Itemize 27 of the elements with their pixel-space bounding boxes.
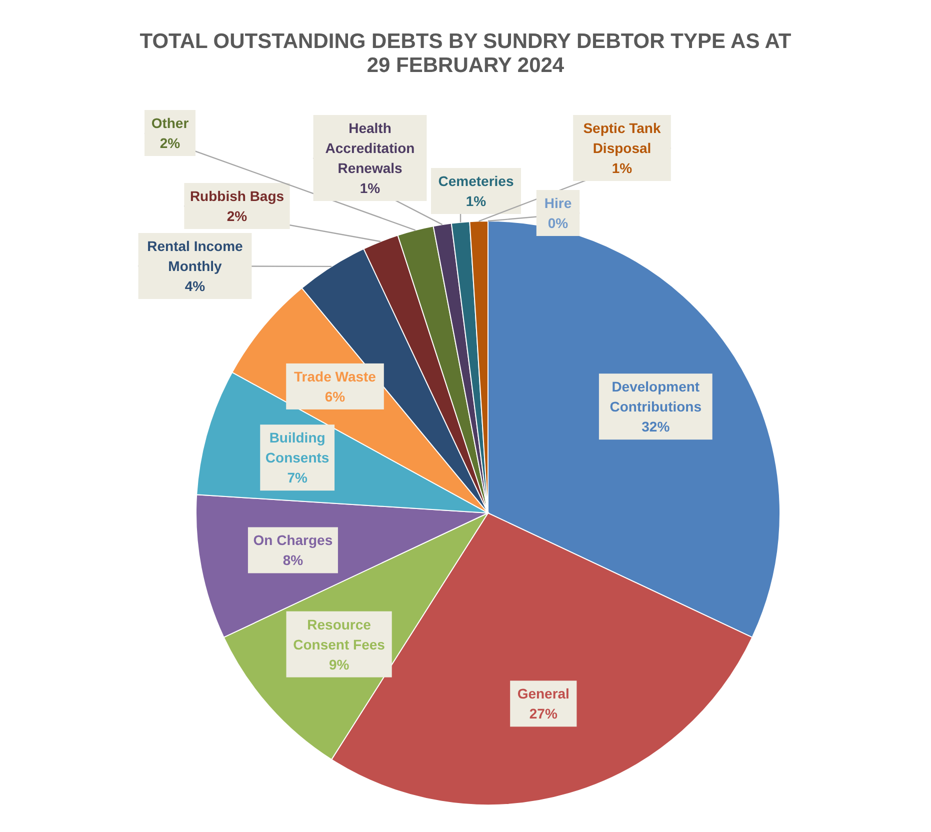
data-label: 7%	[287, 470, 308, 486]
data-label: 6%	[324, 388, 346, 404]
chart-title: TOTAL OUTSTANDING DEBTS BY SUNDRY DEBTOR TYPE AS AT 29 FEBRUARY 2024	[138, 29, 792, 79]
data-label: 8%	[282, 552, 304, 568]
slice-label: Resource Consent Fees	[293, 616, 386, 652]
data-label: 2%	[226, 208, 248, 224]
slice-label: Rental Income Monthly	[147, 238, 244, 274]
slice-label: Other	[151, 115, 190, 131]
slice-label: Rubbish Bags	[190, 188, 284, 204]
slice-label: Health Accreditation Renewals	[325, 120, 415, 176]
data-label: 2%	[160, 135, 181, 151]
data-label: 4%	[184, 278, 206, 294]
slice-label: Building Consents	[265, 430, 330, 466]
slice-label: Trade Waste	[294, 368, 376, 384]
data-label: 1%	[360, 180, 381, 196]
text: 0%	[548, 215, 568, 231]
data-label: 27%	[529, 706, 558, 722]
slice-label: On Charges	[253, 532, 333, 548]
data-label: 32%	[642, 418, 670, 435]
slice-label: Development Contributions	[610, 378, 702, 415]
slice-label: General	[517, 686, 570, 702]
data-label: 1%	[612, 160, 633, 176]
slice-label: Cemeteries	[438, 173, 514, 189]
slice-label: Septic Tank Disposal	[583, 120, 661, 156]
data-label: 1%	[466, 193, 487, 209]
category-label: Hire	[544, 195, 572, 211]
data-label: 9%	[328, 656, 350, 672]
